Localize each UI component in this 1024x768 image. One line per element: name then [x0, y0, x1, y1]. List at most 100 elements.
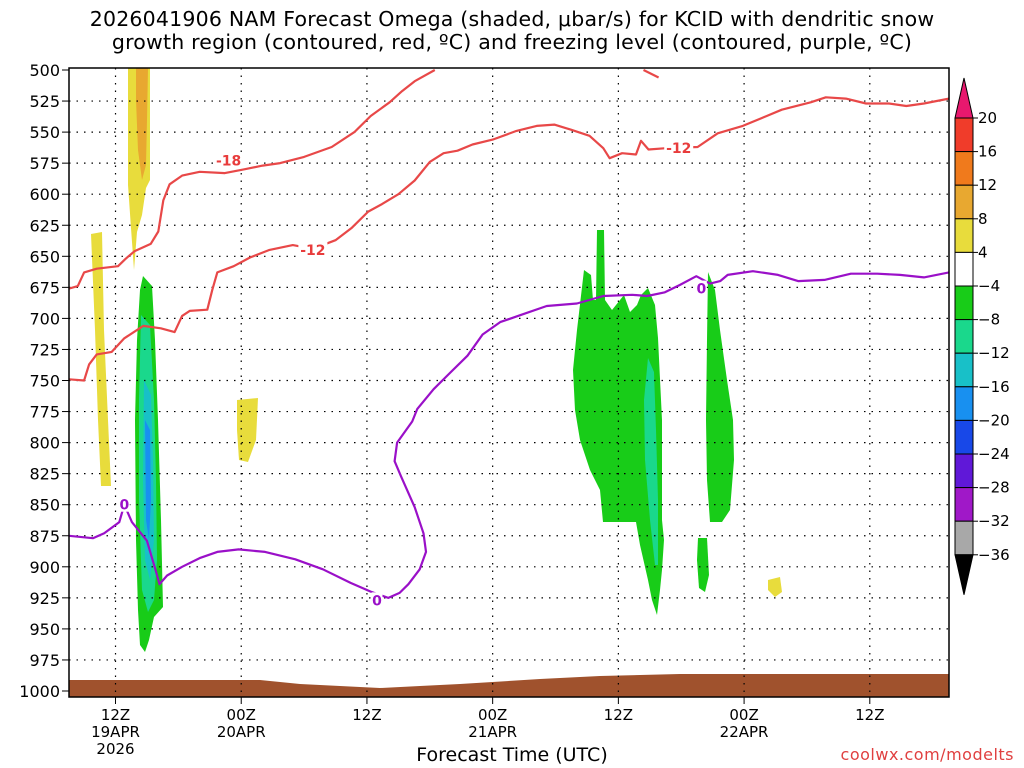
x-tick-label: 12Z: [855, 706, 884, 724]
contour-labels: -18 -12 -12 0 0 0: [118, 140, 707, 609]
x-tick-label: 00Z: [227, 706, 256, 724]
y-tick-label: 700: [29, 309, 60, 328]
x-tick-label: 21APR: [468, 723, 517, 741]
x-axis-label: Forecast Time (UTC): [416, 744, 608, 766]
y-tick-label: 725: [29, 340, 60, 359]
contour-line--12C: [69, 96, 949, 382]
colorbar-tick-label: 20: [978, 109, 997, 127]
x-tick-label: 12Z: [352, 706, 381, 724]
omega-pos-region-5: [768, 577, 782, 597]
colorbar-tick-label: −32: [978, 512, 1010, 530]
colorbar-tick-label: 12: [978, 176, 997, 194]
y-tick-label: 825: [29, 465, 60, 484]
omega-neg-blue-2: [145, 420, 151, 540]
x-tick-label: 12Z: [604, 706, 633, 724]
y-tick-label: 650: [29, 247, 60, 266]
omega-pos-region-4: [237, 398, 258, 462]
x-tick-label: 20APR: [217, 723, 266, 741]
colorbar-tick-label: −24: [978, 445, 1010, 463]
contour-label-bg: [371, 592, 383, 608]
colorbar-tick-label: −28: [978, 479, 1010, 497]
contour-line--18C: [69, 69, 436, 290]
colorbar-swatch: [954, 319, 974, 354]
x-tick-label: 12Z: [101, 706, 130, 724]
y-tick-label: 750: [29, 372, 60, 391]
y-tick-label: 500: [29, 61, 60, 80]
colorbar-tick-label: −16: [978, 378, 1010, 396]
colorbar-swatch: [954, 520, 974, 556]
colorbar-swatch: [954, 184, 974, 220]
contour-lines: [69, 69, 949, 599]
contour-label: 0: [696, 282, 706, 298]
colorbar-tick-label: −36: [978, 546, 1010, 564]
y-tick-label: 550: [29, 123, 60, 142]
colorbar-top-triangle: [954, 77, 974, 119]
y-tick-label: 800: [29, 434, 60, 453]
colorbar-swatch: [954, 117, 974, 153]
contour-label-bg: [664, 140, 694, 156]
y-tick-label: 875: [29, 527, 60, 546]
contour-label-bg: [695, 280, 707, 296]
y-tick-label: 925: [29, 589, 60, 608]
y-tick-label: 675: [29, 278, 60, 297]
colorbar-swatch: [954, 218, 974, 253]
contour-label: 0: [372, 593, 382, 609]
omega-pos-region-3: [91, 232, 111, 486]
y-axis: 500 525 550 575 600 625 650 675 700 725 750 775 800 8…: [19, 61, 69, 701]
colorbar-swatch: [954, 285, 974, 321]
x-tick-label: 00Z: [729, 706, 758, 724]
colorbar-swatch: [954, 386, 974, 421]
omega-neg-region-3: [706, 272, 734, 522]
colorbar-bottom-triangle: [954, 554, 974, 595]
y-tick-label: 600: [29, 185, 60, 204]
x-tick-label: 22APR: [720, 723, 769, 741]
colorbar: 20 16 12 8 4 −4 −8 −12 −16 −20 −24 −28 −32 −36: [954, 77, 1010, 595]
colorbar-swatch: [954, 151, 974, 186]
colorbar-tick-label: 4: [978, 243, 988, 261]
contour-label: -18: [216, 154, 241, 170]
contour-line-0C: [69, 270, 949, 599]
colorbar-tick-label: −12: [978, 344, 1010, 362]
omega-neg-region-4: [697, 538, 709, 592]
colorbar-tick-label: −8: [978, 311, 1000, 329]
plot-background: [69, 68, 949, 697]
y-tick-label: 850: [29, 496, 60, 515]
plot-frame: [68, 67, 950, 698]
x-tick-label: 2026: [96, 740, 134, 758]
colorbar-tick-label: 16: [978, 143, 997, 161]
x-tick-label: 19APR: [91, 723, 140, 741]
omega-pos-region-2: [136, 68, 148, 180]
y-tick-label: 950: [29, 620, 60, 639]
omega-neg-cyan-2: [644, 358, 658, 565]
y-tick-label: 625: [29, 216, 60, 235]
colorbar-tick-label: −20: [978, 411, 1010, 429]
contour-label: 0: [119, 498, 129, 514]
y-tick-label: 1000: [19, 682, 60, 701]
contour-line--18C-b: [643, 69, 660, 79]
contour-label-bg: [298, 242, 328, 258]
source-credit: coolwx.com/modelts: [840, 745, 1014, 764]
chart-title-line2: growth region (contoured, red, ºC) and f…: [111, 30, 913, 54]
x-tick-label: 00Z: [478, 706, 507, 724]
contour-label-bg: [214, 152, 244, 168]
colorbar-tick-label: −4: [978, 277, 1000, 295]
contour-label: -12: [300, 243, 325, 259]
chart-title-line1: 2026041906 NAM Forecast Omega (shaded, μ…: [89, 7, 935, 31]
y-tick-label: 775: [29, 403, 60, 422]
terrain-surface: [69, 674, 949, 697]
contour-label-bg: [118, 496, 130, 512]
colorbar-swatch: [954, 352, 974, 388]
y-tick-label: 900: [29, 558, 60, 577]
colorbar-swatch: [954, 453, 974, 489]
y-tick-label: 525: [29, 92, 60, 111]
colorbar-swatch: [954, 487, 974, 522]
colorbar-swatch: [954, 251, 974, 287]
colorbar-tick-label: 8: [978, 210, 988, 228]
y-tick-label: 575: [29, 154, 60, 173]
y-tick-label: 975: [29, 651, 60, 670]
omega-neg-region-2: [573, 230, 664, 615]
colorbar-swatch: [954, 419, 974, 455]
contour-label: -12: [666, 141, 691, 157]
